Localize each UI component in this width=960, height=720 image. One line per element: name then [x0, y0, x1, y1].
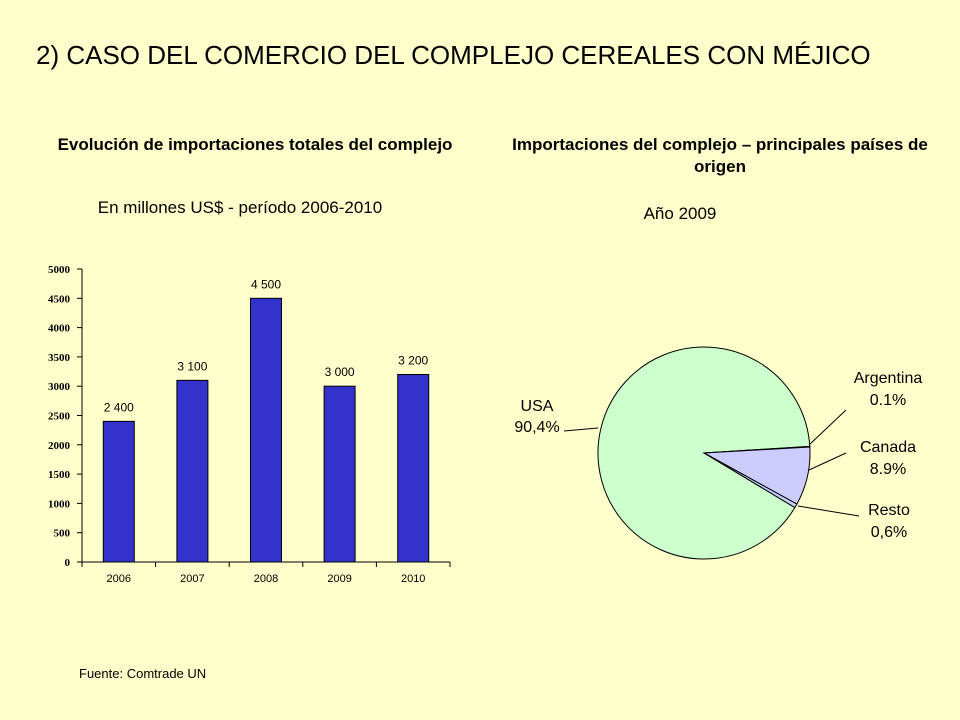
x-tick-label: 2006 [107, 573, 131, 585]
bar-data-label: 3 200 [398, 353, 428, 367]
y-tick-label: 4000 [48, 323, 71, 335]
y-tick-label: 2000 [48, 440, 71, 452]
y-tick-label: 5000 [48, 264, 71, 276]
y-tick-label: 500 [54, 528, 71, 540]
source-note: Fuente: Comtrade UN [79, 666, 207, 681]
x-tick-label: 2009 [327, 573, 351, 585]
pie-chart-title: Importaciones del complejo – principales… [512, 135, 928, 176]
bar [250, 297, 282, 563]
bar [397, 373, 430, 563]
y-tick-label: 1500 [48, 469, 71, 481]
bar-data-label: 3 100 [177, 359, 207, 373]
bar-chart-subtitle: En millones US$ - período 2006-2010 [97, 198, 383, 217]
bar-chart-title: Evolución de importaciones totales del c… [57, 135, 453, 154]
pie-chart-subtitle: Año 2009 [643, 204, 717, 223]
bar-data-label: 2 400 [104, 400, 134, 414]
bar [323, 385, 356, 563]
bar-data-label: 4 500 [251, 277, 281, 291]
slide-title: 2) CASO DEL COMERCIO DEL COMPLEJO CEREAL… [36, 40, 871, 70]
bar-data-label: 3 000 [325, 365, 355, 379]
y-tick-label: 4500 [48, 293, 71, 305]
y-tick-label: 2500 [48, 411, 71, 423]
x-tick-label: 2010 [401, 573, 425, 585]
bar [102, 420, 135, 563]
x-tick-label: 2008 [254, 573, 278, 585]
x-tick-label: 2007 [180, 573, 204, 585]
y-tick-label: 3000 [48, 381, 71, 393]
y-tick-label: 1000 [48, 498, 71, 510]
bar [176, 379, 209, 563]
y-tick-label: 3500 [48, 352, 71, 364]
y-tick-label: 0 [65, 557, 71, 569]
